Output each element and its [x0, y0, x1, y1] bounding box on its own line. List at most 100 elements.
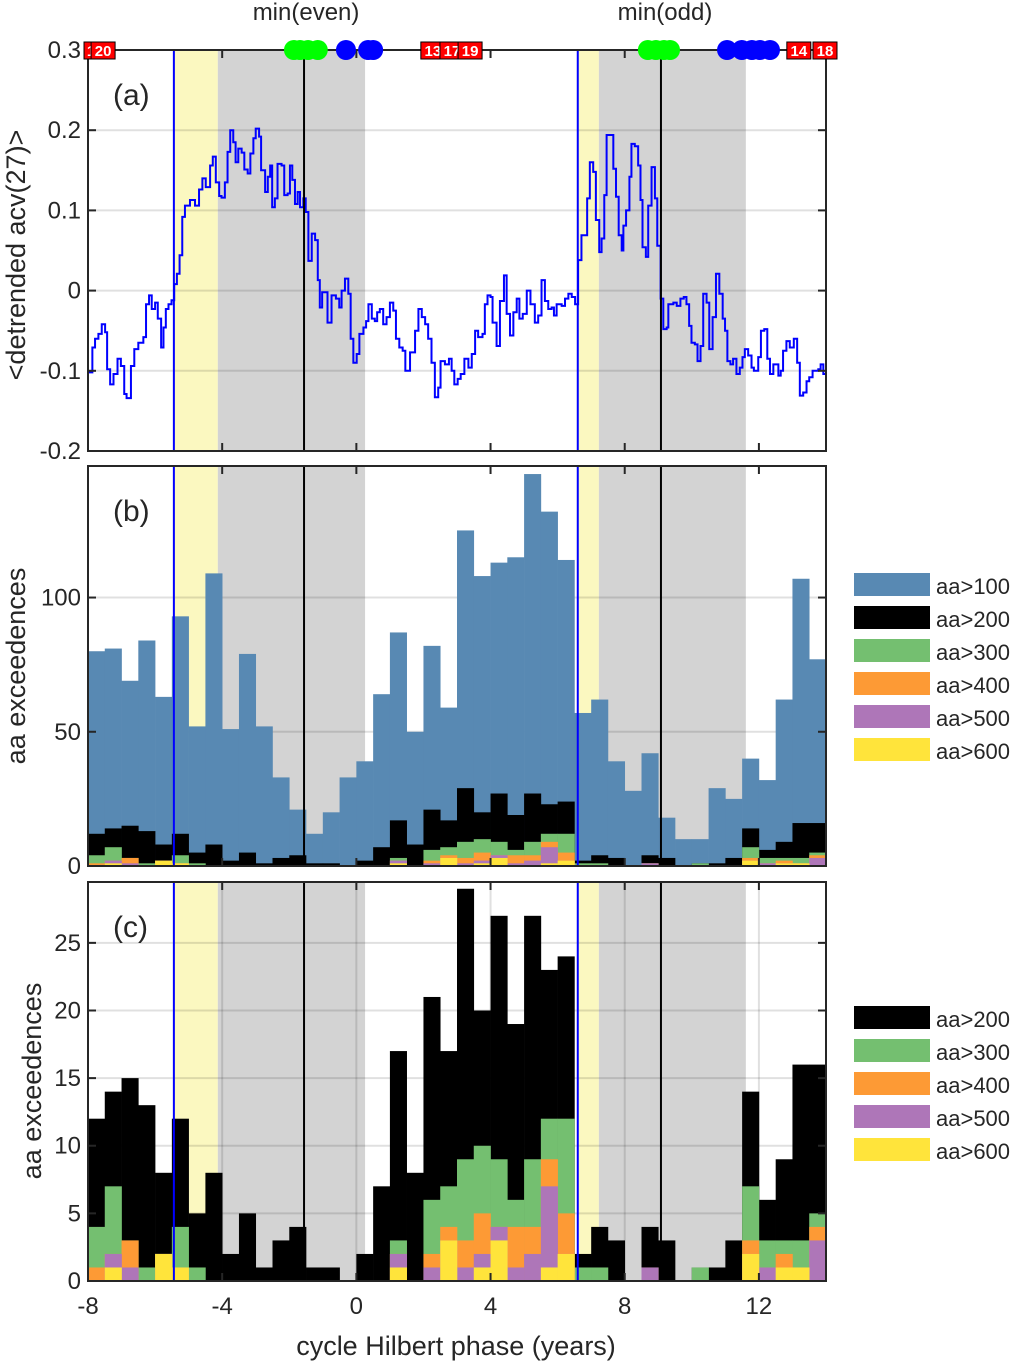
bar-aa-gt-200 [289, 1226, 307, 1281]
panel-label: (b) [113, 495, 150, 528]
legend-swatch [854, 1138, 930, 1161]
bar-aa-gt-100 [758, 780, 776, 866]
bar-aa-gt-600 [389, 863, 407, 866]
y-tick-label: 15 [54, 1065, 81, 1092]
legend-swatch [854, 738, 930, 761]
x-tick-label: -8 [77, 1293, 98, 1320]
bar-aa-gt-500 [423, 863, 441, 866]
bar-aa-gt-500 [641, 863, 659, 866]
acv-line-series [88, 127, 826, 400]
bar-aa-gt-500 [507, 863, 525, 866]
bar-aa-gt-600 [155, 860, 173, 866]
bar-aa-gt-100 [658, 817, 676, 866]
y-tick-label: -0.1 [40, 358, 81, 385]
bar-aa-gt-200 [238, 852, 257, 866]
declining-phase-shade [217, 50, 366, 451]
bar-aa-gt-200 [725, 857, 743, 866]
bar-aa-gt-200 [607, 857, 626, 866]
cycle-number-box [812, 41, 838, 60]
cycle-number-box [786, 41, 812, 60]
legend-swatch [854, 1006, 930, 1029]
bar-aa-gt-500 [809, 1240, 827, 1281]
bar-aa-gt-100 [775, 699, 793, 866]
bar-aa-gt-200 [322, 863, 340, 866]
bar-aa-gt-600 [171, 1267, 189, 1281]
bar-aa-gt-400 [457, 857, 475, 866]
bar-aa-gt-200 [406, 844, 424, 866]
bar-aa-gt-200 [121, 1078, 139, 1281]
bar-aa-gt-100 [406, 731, 424, 866]
y-tick-label: 5 [68, 1200, 81, 1227]
bar-aa-gt-100 [322, 812, 340, 866]
bar-aa-gt-200 [138, 1105, 156, 1281]
legend-label: aa>100 [936, 574, 1010, 599]
bar-aa-gt-200 [708, 1267, 726, 1281]
bar-aa-gt-100 [809, 659, 827, 866]
bar-aa-gt-600 [540, 863, 558, 866]
bar-aa-gt-600 [775, 1267, 793, 1281]
bar-aa-gt-600 [389, 1267, 407, 1281]
y-tick-label: 0 [68, 1268, 81, 1295]
bar-aa-gt-400 [121, 857, 139, 866]
legend-label: aa>200 [936, 607, 1010, 632]
green-marker [660, 40, 681, 60]
bar-aa-gt-500 [809, 857, 827, 866]
axes-box [87, 881, 827, 1282]
bar-aa-gt-500 [507, 1267, 525, 1281]
legend-label: aa>600 [936, 739, 1010, 764]
x-tick-label: -4 [212, 1293, 233, 1320]
bar-aa-gt-300 [188, 1267, 206, 1281]
y-tick-label: -0.2 [40, 438, 81, 465]
bar-aa-gt-500 [457, 863, 475, 866]
bar-aa-gt-200 [658, 1240, 676, 1281]
bar-aa-gt-200 [188, 1213, 206, 1281]
bar-aa-gt-100 [138, 640, 156, 866]
bar-aa-gt-600 [473, 863, 491, 866]
legend-label: aa>600 [936, 1139, 1010, 1164]
declining-phase-shade [598, 882, 746, 1281]
y-tick-label: 0.1 [48, 197, 81, 224]
bar-aa-gt-100 [624, 790, 642, 866]
bar-aa-gt-100 [238, 653, 257, 866]
legend-label: aa>500 [936, 706, 1010, 731]
bar-aa-gt-300 [188, 863, 206, 866]
cycle-number-box [90, 41, 116, 60]
bar-aa-gt-200 [205, 1172, 223, 1281]
bar-aa-gt-100 [507, 557, 525, 866]
cycle-number: 14 [790, 43, 807, 60]
bar-aa-gt-400 [88, 863, 106, 866]
bar-aa-gt-500 [121, 863, 139, 866]
bar-aa-gt-300 [591, 863, 609, 866]
bar-aa-gt-500 [423, 1267, 441, 1281]
bar-aa-gt-300 [591, 1267, 609, 1281]
bar-aa-gt-600 [473, 1267, 491, 1281]
y-axis-label: aa exceedences [17, 983, 47, 1180]
bar-aa-gt-100 [373, 694, 391, 866]
bar-aa-gt-600 [171, 863, 189, 866]
legend-label: aa>200 [936, 1007, 1010, 1032]
bar-aa-gt-500 [524, 1253, 542, 1281]
bar-aa-gt-500 [758, 863, 776, 866]
legend-label: aa>400 [936, 673, 1010, 698]
legend-swatch [854, 705, 930, 728]
bar-aa-gt-200 [238, 1213, 257, 1281]
legend-label: aa>300 [936, 640, 1010, 665]
blue-marker [363, 40, 384, 60]
bar-aa-gt-200 [322, 1267, 340, 1281]
bar-aa-gt-200 [255, 1267, 273, 1281]
bar-aa-gt-100 [171, 616, 189, 866]
bar-aa-gt-300 [171, 855, 189, 866]
bar-aa-gt-600 [540, 1267, 558, 1281]
bar-aa-gt-200 [658, 857, 676, 866]
legend-label: aa>400 [936, 1073, 1010, 1098]
bar-aa-gt-200 [641, 855, 659, 866]
axes-box [87, 465, 827, 867]
cycle-number: 17 [444, 43, 461, 60]
bar-aa-gt-100 [222, 729, 240, 866]
bar-aa-gt-200 [708, 863, 726, 866]
bar-aa-gt-100 [725, 798, 743, 866]
bar-aa-gt-100 [104, 648, 122, 866]
x-tick-label: 0 [350, 1293, 363, 1320]
bar-aa-gt-600 [557, 860, 575, 866]
